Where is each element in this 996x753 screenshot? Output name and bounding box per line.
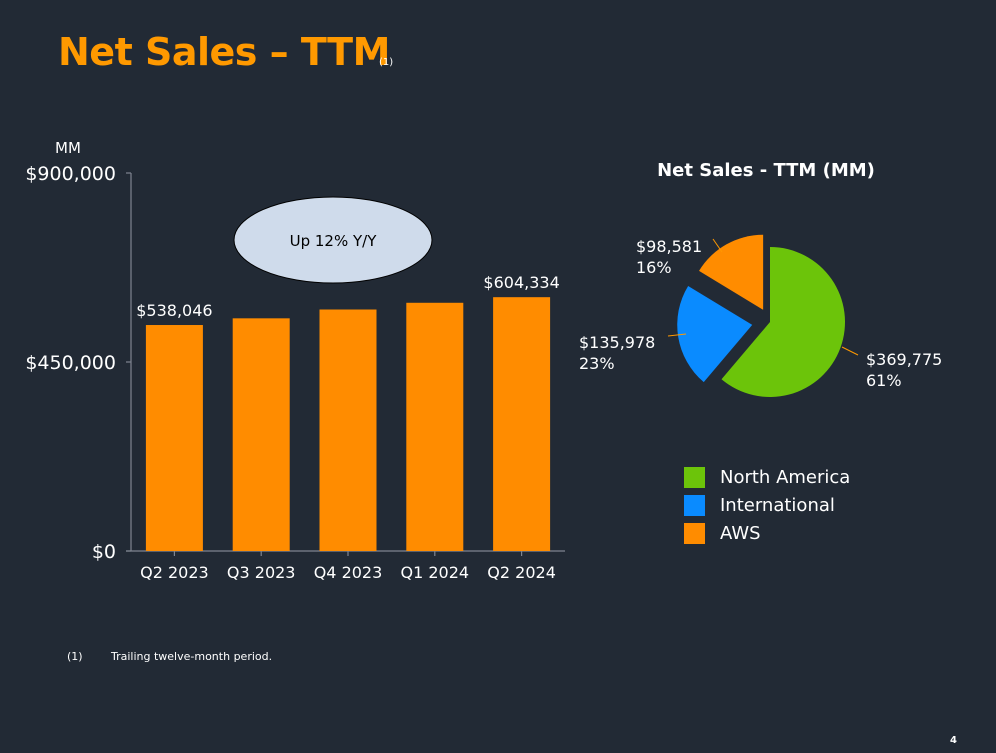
pie-value-label: $369,775 [866,350,942,369]
pie-title: Net Sales - TTM (MM) [657,160,875,181]
pie-slice-aws [699,234,764,310]
pie-leader-line [712,238,723,253]
page-title: Net Sales – TTM [58,30,390,74]
legend-swatch [684,466,705,488]
bar-q3-2023 [232,318,290,551]
legend-label: AWS [720,522,761,544]
bar-data-label: $604,334 [483,273,559,292]
page-number: 4 [950,735,957,746]
legend-item: International [684,491,850,519]
y-axis-unit-label: MM [55,139,81,157]
pie-legend: North America International AWS [684,463,850,547]
y-tick-label: $0 [92,541,116,563]
legend-label: International [720,494,835,516]
bar-q2-2023 [145,325,203,551]
title-footnote-marker: (1) [379,57,394,68]
x-tick-label: Q2 2023 [140,563,209,582]
pie-leader-line [841,346,859,356]
footnote-text: Trailing twelve-month period. [111,650,273,663]
x-tick-label: Q2 2024 [487,563,556,582]
pie-percent-label: 23% [579,354,615,373]
pie-percent-label: 61% [866,371,902,390]
y-tick-label: $450,000 [25,352,116,374]
x-tick-label: Q4 2023 [314,563,383,582]
footnote-number: (1) [67,650,83,663]
x-tick-label: Q1 2024 [401,563,470,582]
bar-data-label: $538,046 [136,301,212,320]
pie-value-label: $98,581 [636,237,702,256]
pie-value-label: $135,978 [579,333,655,352]
x-tick-label: Q3 2023 [227,563,296,582]
bar-q4-2023 [319,309,377,551]
y-tick-label: $900,000 [25,163,116,185]
pie-leader-line [667,333,687,337]
legend-swatch [684,494,705,516]
bar-q2-2024 [493,297,551,551]
growth-callout-bubble [233,196,433,284]
legend-item: AWS [684,519,850,547]
growth-callout-text: Up 12% Y/Y [290,232,378,250]
legend-item: North America [684,463,850,491]
legend-swatch [684,522,705,544]
pie-percent-label: 16% [636,258,672,277]
bar-q1-2024 [406,302,464,551]
legend-label: North America [720,466,851,488]
pie-slice-north-america [721,247,846,398]
pie-slice-international [677,285,753,383]
